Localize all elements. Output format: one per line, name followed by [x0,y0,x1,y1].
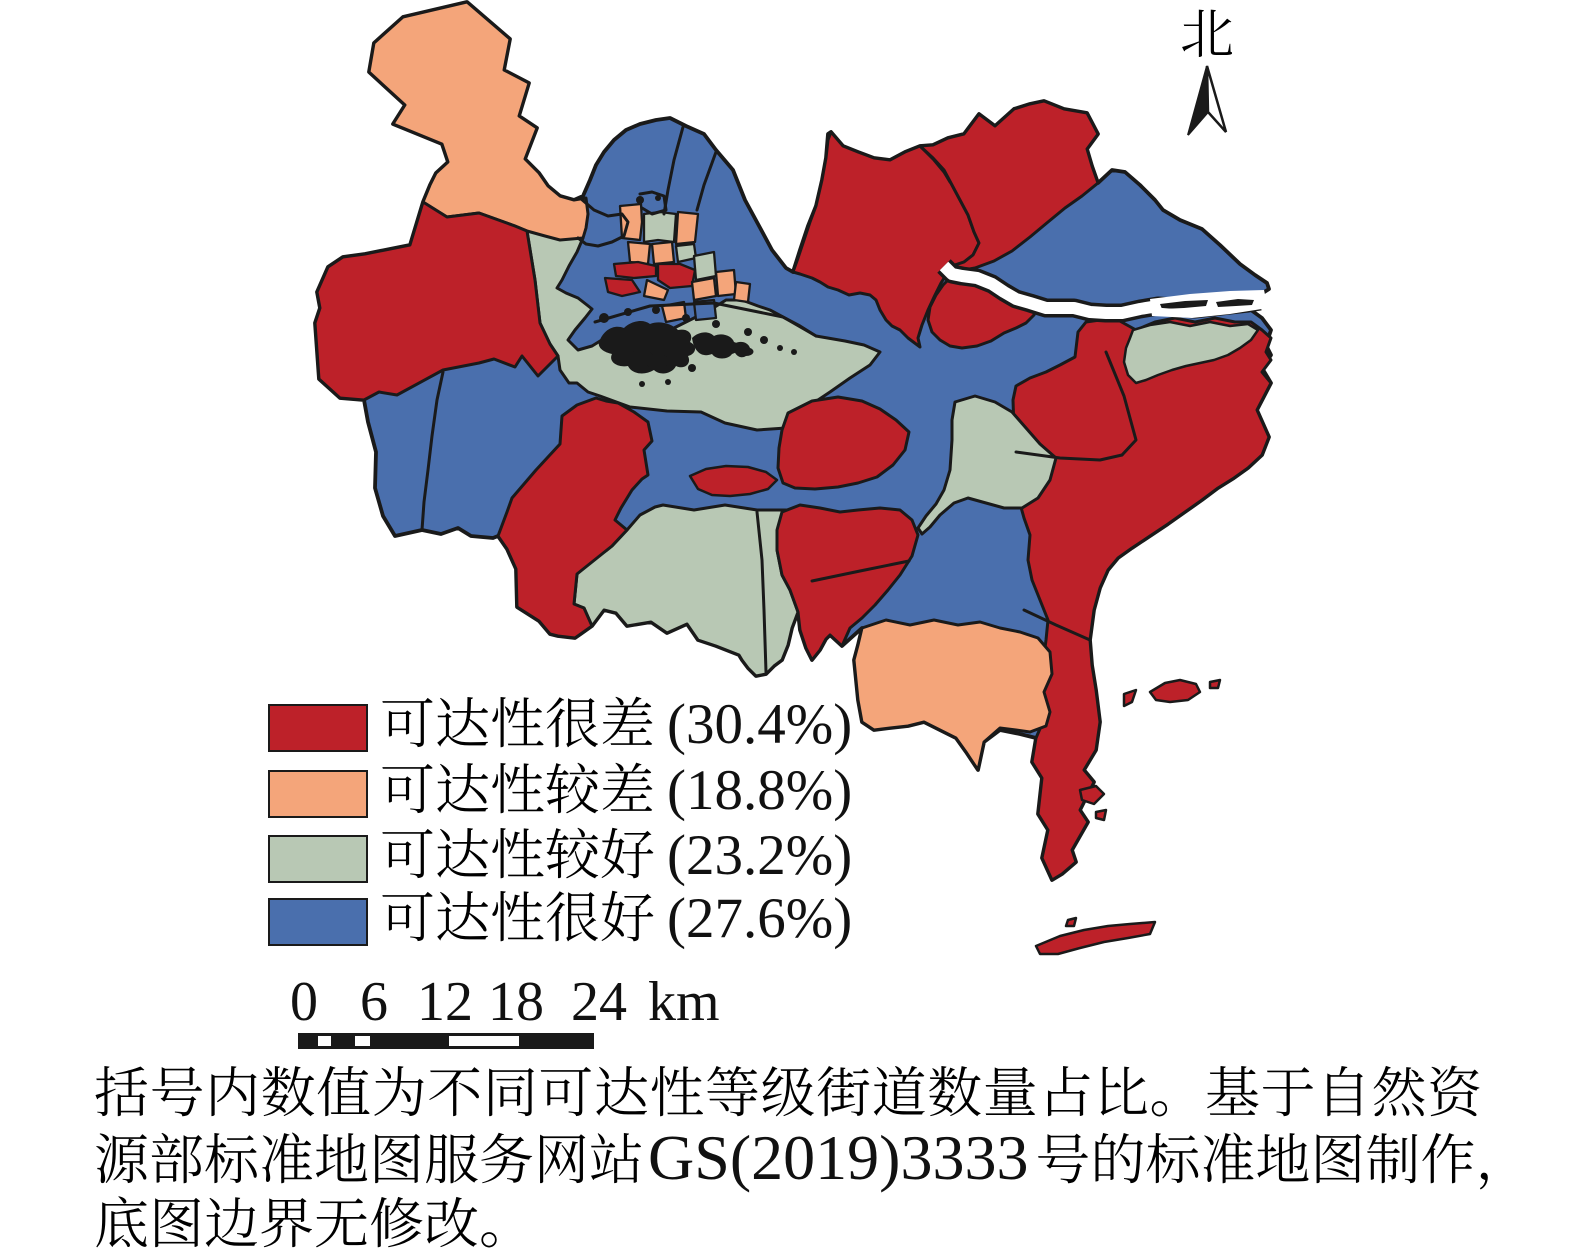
svg-text:km: km [648,971,720,1033]
svg-text:18: 18 [488,971,544,1033]
svg-text:GS(2019)3333: GS(2019)3333 [648,1122,1028,1193]
svg-text:(27.6%): (27.6%) [667,887,852,950]
svg-text:6: 6 [360,971,388,1033]
svg-text:12: 12 [417,971,473,1033]
svg-text:24: 24 [571,971,627,1033]
svg-text:(23.2%): (23.2%) [667,824,852,887]
svg-text:(30.4%): (30.4%) [667,693,852,756]
svg-text:0: 0 [290,971,318,1033]
svg-text:(18.8%): (18.8%) [667,759,852,822]
